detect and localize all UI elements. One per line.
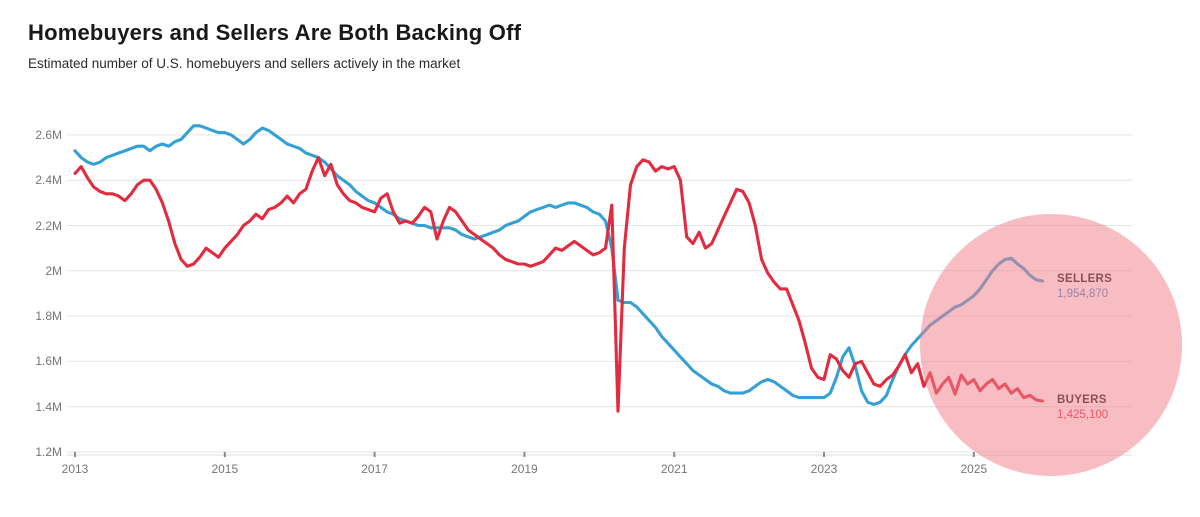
y-axis-label: 2M (45, 263, 62, 278)
buyers-line (73, 156, 1045, 413)
y-axis-label: 1.4M (35, 399, 62, 414)
y-axis-label: 1.8M (35, 309, 62, 324)
x-axis-label: 2025 (960, 462, 988, 476)
buyers-end-label: BUYERS 1,425,100 (1057, 393, 1108, 423)
buyers-label-text: BUYERS (1057, 394, 1107, 406)
y-axis-label: 1.6M (35, 354, 62, 369)
sellers-value-text: 1,954,870 (1057, 288, 1109, 300)
x-axis-label: 2013 (61, 462, 89, 476)
y-axis-label: 1.2M (35, 445, 62, 459)
x-axis-label: 2019 (511, 462, 538, 476)
chart-title: Homebuyers and Sellers Are Both Backing … (28, 20, 522, 45)
y-axis-label: 2.6M (35, 127, 62, 142)
x-axis-label: 2023 (810, 462, 838, 476)
sellers-line (73, 124, 1045, 406)
x-axis-label: 2017 (361, 462, 388, 476)
y-axis-label: 2.4M (35, 173, 62, 188)
x-axis-label: 2015 (211, 462, 239, 476)
y-axis-label: 2.2M (35, 218, 62, 233)
sellers-end-label: SELLERS 1,954,870 (1057, 272, 1112, 302)
buyers-value-text: 1,425,100 (1057, 409, 1109, 421)
x-axis-label: 2021 (660, 462, 688, 476)
sellers-label-text: SELLERS (1057, 273, 1113, 285)
chart-subtitle: Estimated number of U.S. homebuyers and … (28, 56, 461, 71)
